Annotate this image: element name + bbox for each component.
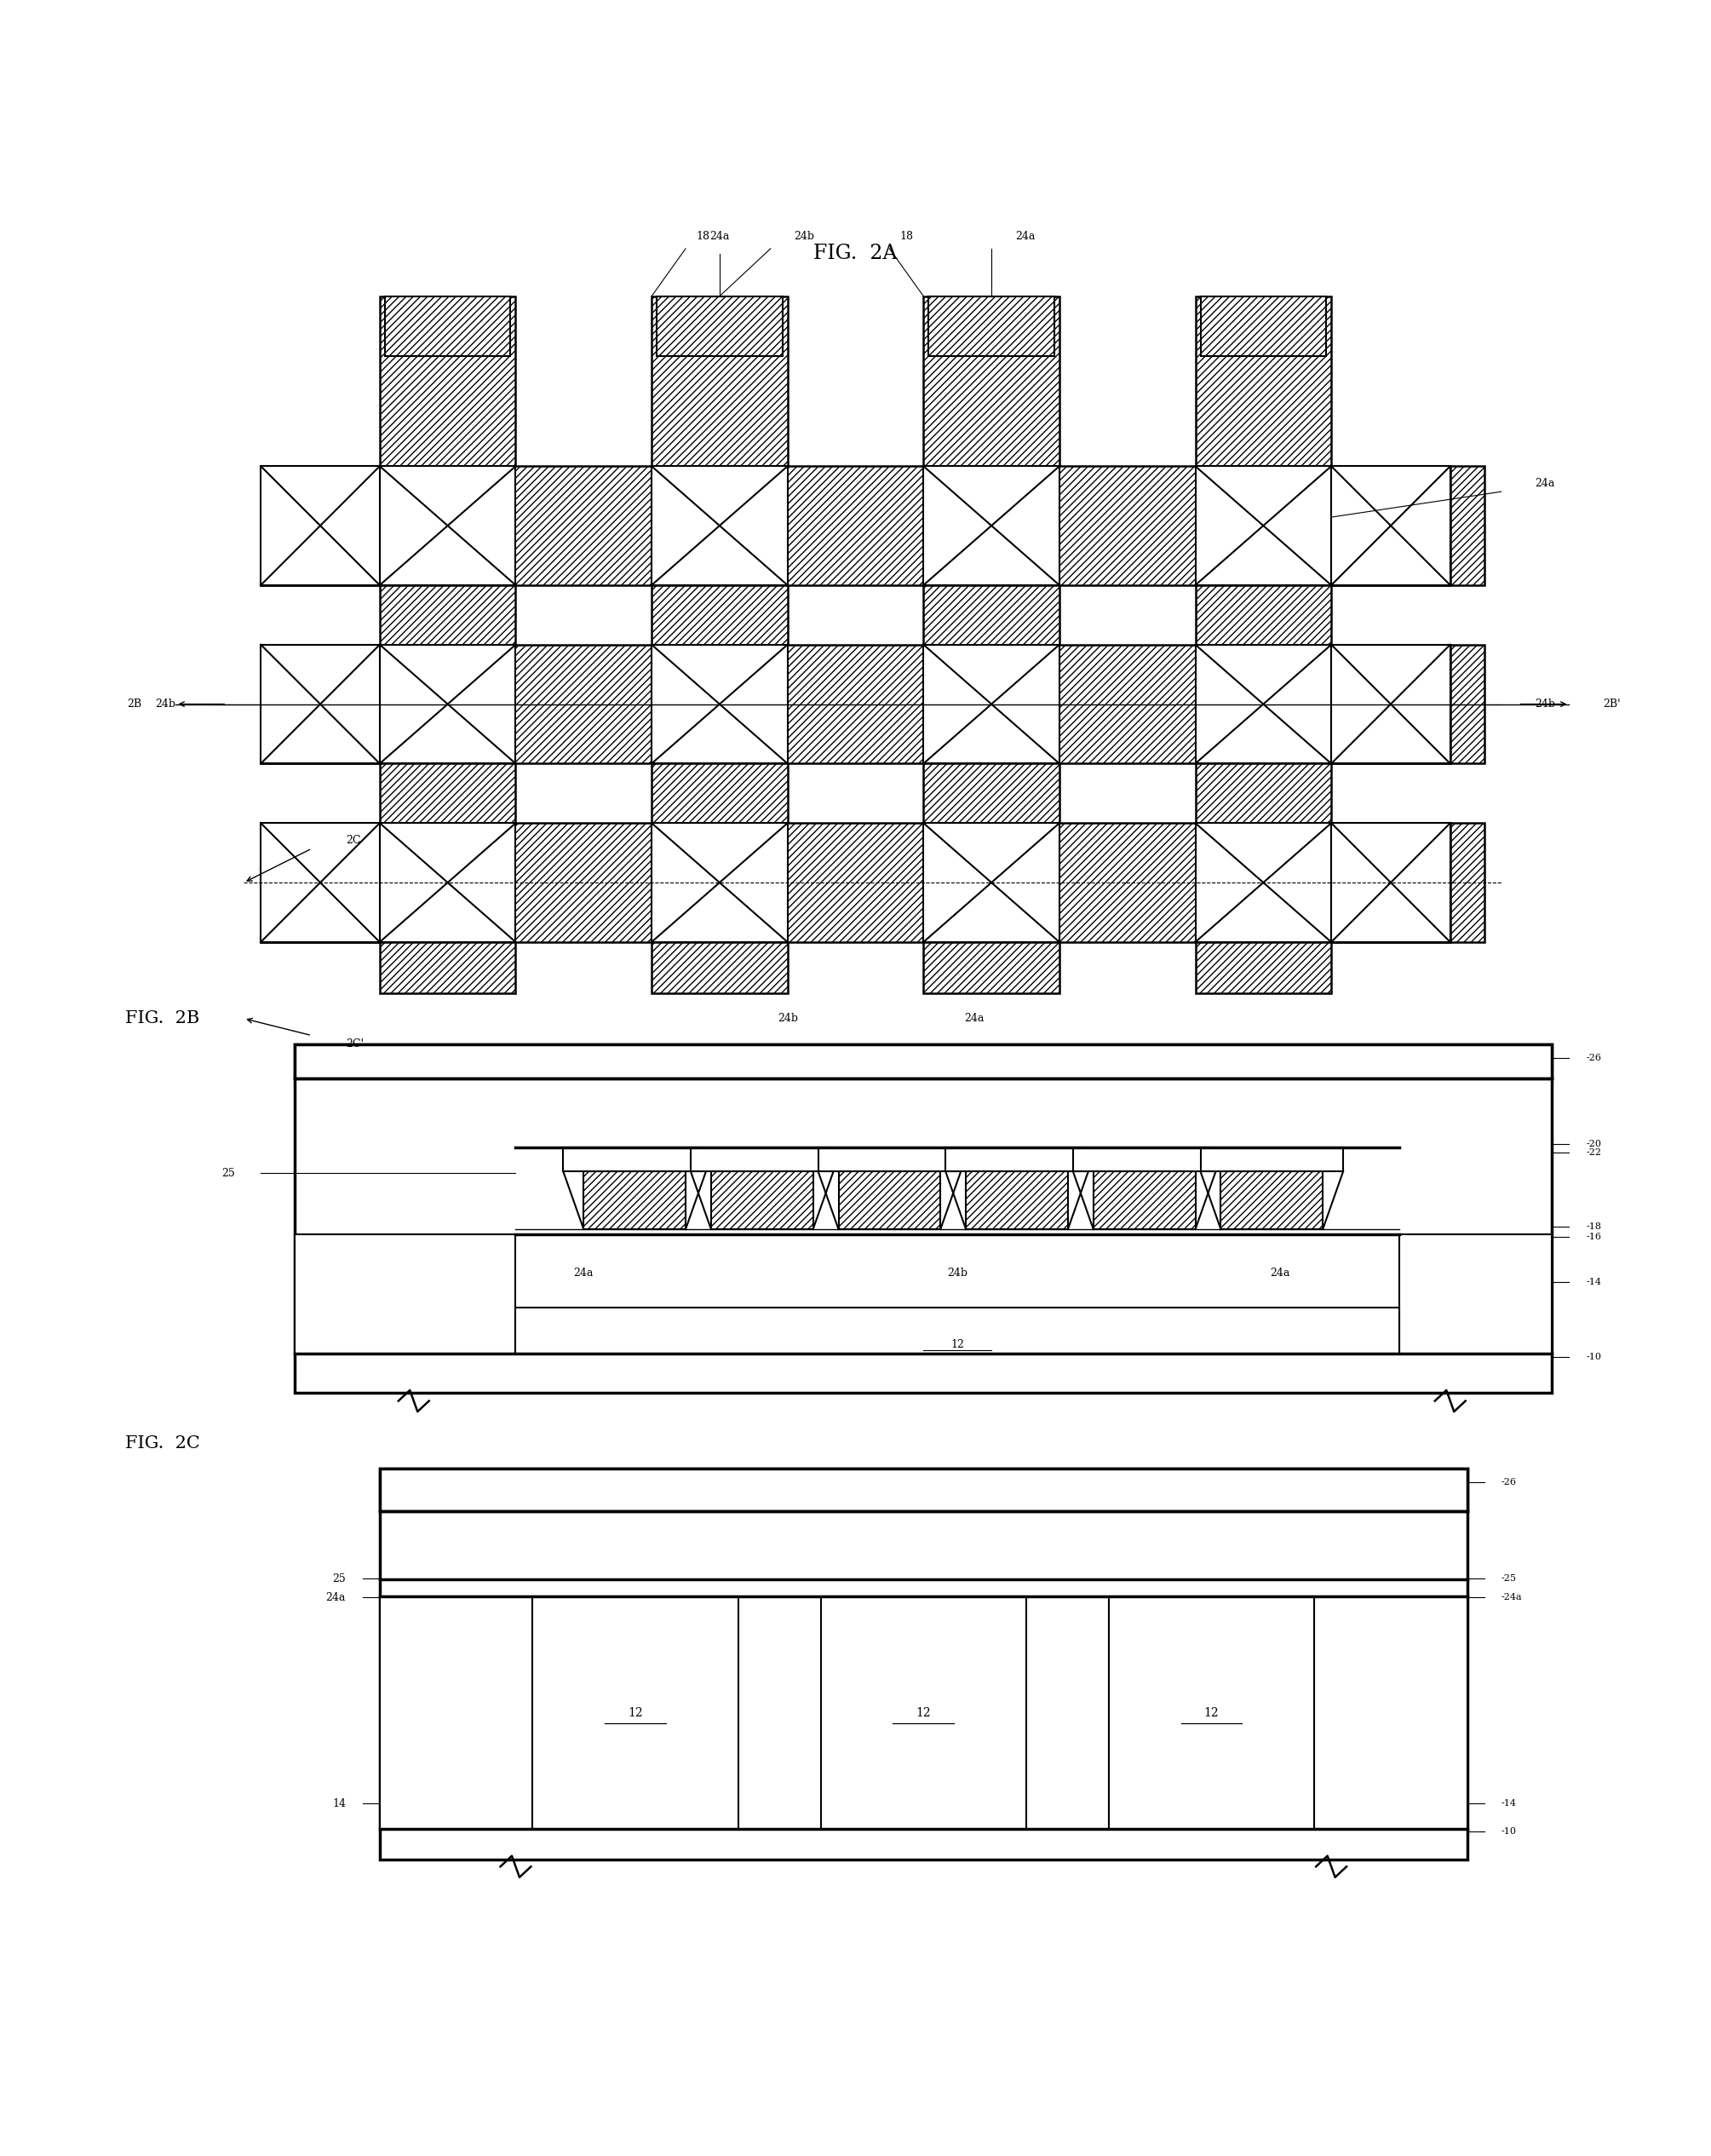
Text: FIG.  2C: FIG. 2C [125, 1436, 200, 1451]
Bar [657, 295, 782, 356]
Text: -18: -18 [1586, 1222, 1601, 1231]
Text: 14: 14 [332, 1798, 346, 1809]
Bar [946, 1147, 1088, 1171]
Text: 12: 12 [915, 1708, 931, 1718]
Bar [380, 824, 515, 942]
Bar [1314, 1595, 1468, 1828]
Text: 2B: 2B [127, 699, 142, 709]
Text: 24a: 24a [1535, 479, 1555, 489]
Bar [1196, 645, 1331, 763]
Bar [652, 295, 787, 994]
Bar [712, 1171, 813, 1229]
Bar [380, 1468, 1468, 1861]
Bar [260, 466, 1483, 584]
Bar [1331, 824, 1451, 942]
Text: 12: 12 [628, 1708, 643, 1718]
Bar [652, 824, 787, 942]
Text: 25: 25 [222, 1169, 236, 1179]
Text: 24b: 24b [794, 231, 814, 241]
Bar [294, 1044, 1552, 1078]
Bar [294, 1044, 1552, 1393]
Text: -16: -16 [1586, 1233, 1601, 1242]
Bar [821, 1595, 1027, 1828]
Bar [1331, 824, 1451, 942]
Bar [652, 645, 787, 763]
Bar [260, 824, 380, 942]
Text: 2B': 2B' [1603, 699, 1620, 709]
Bar [924, 645, 1059, 763]
Text: 24a: 24a [1015, 231, 1035, 241]
Bar [691, 1147, 833, 1171]
Text: 24b: 24b [777, 1013, 797, 1024]
Text: -26: -26 [1501, 1479, 1516, 1488]
Bar [838, 1171, 941, 1229]
Bar [1093, 1171, 1196, 1229]
Text: 12: 12 [1205, 1708, 1218, 1718]
Text: 24b: 24b [948, 1268, 968, 1279]
Bar [1331, 645, 1451, 763]
Text: 24b: 24b [156, 699, 176, 709]
Text: 24a: 24a [325, 1591, 346, 1602]
Bar [260, 824, 1483, 942]
Bar [380, 295, 515, 994]
Text: -26: -26 [1586, 1054, 1601, 1063]
Bar [583, 1171, 686, 1229]
Bar [1201, 295, 1326, 356]
Bar [1331, 466, 1451, 584]
Bar [1331, 645, 1451, 763]
Bar [1073, 1147, 1217, 1171]
Text: FIG.  2A: FIG. 2A [813, 244, 898, 263]
Text: 25: 25 [332, 1574, 346, 1585]
Bar [1400, 1235, 1552, 1354]
Bar [1109, 1595, 1314, 1828]
Bar [652, 466, 787, 584]
Text: -14: -14 [1501, 1800, 1516, 1809]
Bar [260, 645, 1483, 763]
Bar [967, 1171, 1068, 1229]
Text: 24b: 24b [1535, 699, 1555, 709]
Text: 24a: 24a [965, 1013, 984, 1024]
Bar [1196, 824, 1331, 942]
Text: 24a: 24a [1270, 1268, 1290, 1279]
Bar [1196, 295, 1331, 994]
Text: -24a: -24a [1501, 1593, 1523, 1602]
Bar [260, 466, 380, 584]
Bar [380, 466, 515, 584]
Bar [818, 1147, 962, 1171]
Text: 18: 18 [696, 231, 710, 241]
Bar [924, 295, 1059, 994]
Bar [1331, 466, 1451, 584]
Bar [929, 295, 1054, 356]
Text: 24a: 24a [573, 1268, 594, 1279]
Text: -14: -14 [1586, 1279, 1601, 1287]
Bar [385, 295, 510, 356]
Bar [380, 645, 515, 763]
Bar [260, 824, 380, 942]
Text: 12: 12 [951, 1339, 965, 1350]
Bar [532, 1595, 739, 1828]
Bar [924, 824, 1059, 942]
Text: FIG.  2B: FIG. 2B [125, 1011, 198, 1026]
Bar [260, 645, 380, 763]
Bar [380, 1468, 1468, 1511]
Text: 2C: 2C [346, 834, 361, 845]
Text: -10: -10 [1586, 1352, 1601, 1360]
Text: -25: -25 [1501, 1574, 1516, 1583]
Text: 2C': 2C' [346, 1039, 364, 1050]
Bar [1201, 1147, 1343, 1171]
Bar [260, 645, 380, 763]
Text: -20: -20 [1586, 1141, 1601, 1149]
Text: 24a: 24a [710, 231, 729, 241]
Bar [515, 1307, 1400, 1354]
Text: 18: 18 [900, 231, 914, 241]
Bar [380, 1595, 532, 1828]
Bar [924, 466, 1059, 584]
Bar [563, 1147, 707, 1171]
Bar [260, 466, 380, 584]
Text: -22: -22 [1586, 1149, 1601, 1158]
Text: -10: -10 [1501, 1828, 1516, 1837]
Bar [1222, 1171, 1323, 1229]
Bar [294, 1235, 515, 1354]
Bar [1196, 466, 1331, 584]
